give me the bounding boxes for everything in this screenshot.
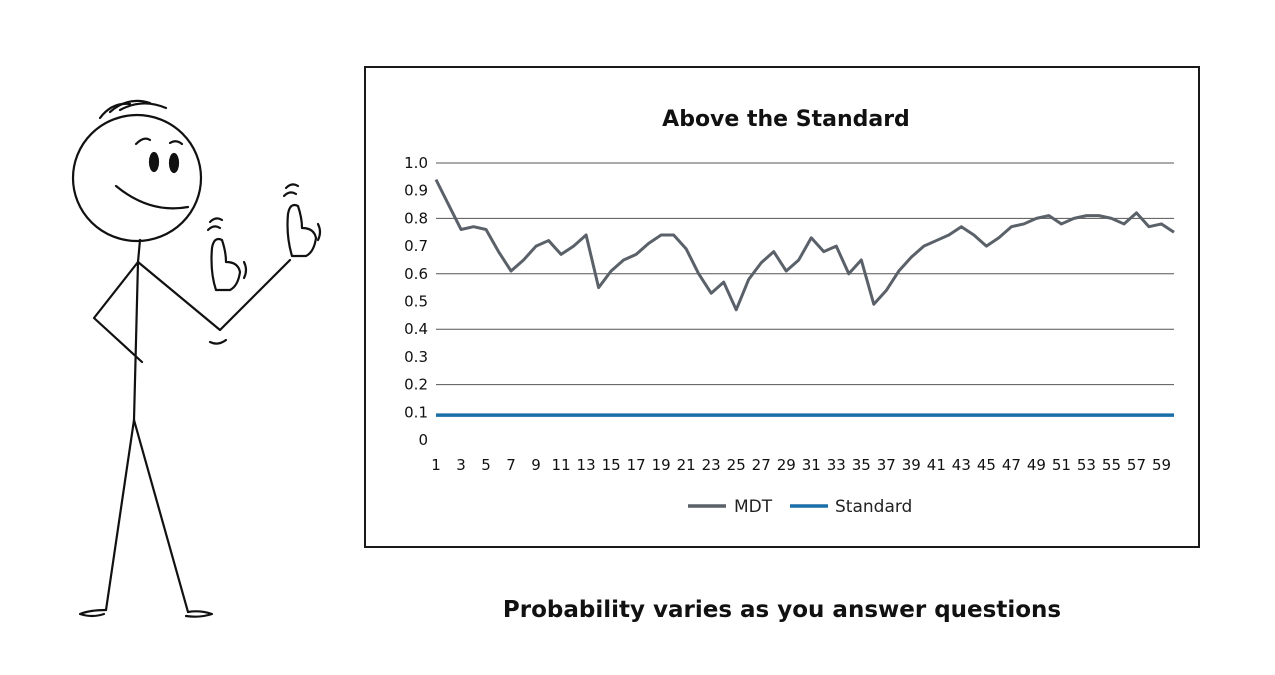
x-tick-label: 11 — [552, 456, 571, 474]
stick-figure-illustration — [71, 99, 322, 618]
x-axis-ticks: 1 3 5 7 9 11 13 15 17 19 21 23 25 27 29 31 33 35 37 39 41 43 4… — [431, 456, 1171, 474]
y-tick-label: 0.4 — [404, 320, 428, 338]
y-axis-ticks: 0 0.1 0.2 0.3 0.4 0.5 0.6 0.7 0.8 0.9 1.0 — [404, 154, 428, 449]
x-tick-label: 27 — [752, 456, 771, 474]
x-tick-label: 23 — [702, 456, 721, 474]
x-tick-label: 57 — [1127, 456, 1146, 474]
y-tick-label: 0.5 — [404, 293, 428, 311]
y-tick-label: 0.6 — [404, 265, 428, 283]
chart-title: Above the Standard — [662, 107, 910, 132]
y-tick-label: 0.3 — [404, 348, 428, 366]
line-chart: Above the Standard 0 0.1 0.2 0.3 0.4 0.5 0.6 0.… — [404, 107, 1175, 517]
series-line-mdt — [434, 178, 1175, 312]
y-tick-label: 0.7 — [404, 237, 428, 255]
x-tick-label: 41 — [927, 456, 946, 474]
x-tick-label: 53 — [1077, 456, 1096, 474]
x-tick-label: 59 — [1152, 456, 1171, 474]
x-tick-label: 7 — [506, 456, 516, 474]
x-tick-label: 55 — [1102, 456, 1121, 474]
x-tick-label: 49 — [1027, 456, 1046, 474]
x-tick-label: 5 — [481, 456, 491, 474]
x-tick-label: 19 — [652, 456, 671, 474]
x-tick-label: 45 — [977, 456, 996, 474]
y-tick-label: 0.2 — [404, 376, 428, 394]
x-tick-label: 9 — [531, 456, 541, 474]
x-tick-label: 39 — [902, 456, 921, 474]
legend-label: Standard — [835, 497, 912, 517]
caption: Probability varies as you answer questio… — [502, 597, 1062, 623]
x-tick-label: 37 — [877, 456, 896, 474]
x-tick-label: 3 — [456, 456, 466, 474]
y-tick-label: 1.0 — [404, 154, 428, 172]
head — [71, 113, 203, 243]
x-tick-label: 29 — [777, 456, 796, 474]
x-tick-label: 21 — [677, 456, 696, 474]
x-tick-label: 15 — [602, 456, 621, 474]
y-tick-label: 0 — [418, 431, 428, 449]
x-tick-label: 35 — [852, 456, 871, 474]
x-tick-label: 1 — [431, 456, 441, 474]
y-tick-label: 0.8 — [404, 209, 428, 227]
y-tick-label: 0.1 — [404, 403, 428, 421]
grid-lines — [436, 162, 1174, 386]
legend-label: MDT — [734, 497, 773, 517]
x-tick-label: 43 — [952, 456, 971, 474]
series-lines — [434, 178, 1175, 417]
x-tick-label: 13 — [577, 456, 596, 474]
x-tick-label: 31 — [802, 456, 821, 474]
chart-panel: Above the Standard 0 0.1 0.2 0.3 0.4 0.5 0.6 0.… — [364, 66, 1200, 548]
x-tick-label: 25 — [727, 456, 746, 474]
legend: MDT Standard — [688, 497, 912, 517]
x-tick-label: 47 — [1002, 456, 1021, 474]
y-tick-label: 0.9 — [404, 182, 428, 200]
x-tick-label: 51 — [1052, 456, 1071, 474]
x-tick-label: 33 — [827, 456, 846, 474]
x-tick-label: 17 — [627, 456, 646, 474]
